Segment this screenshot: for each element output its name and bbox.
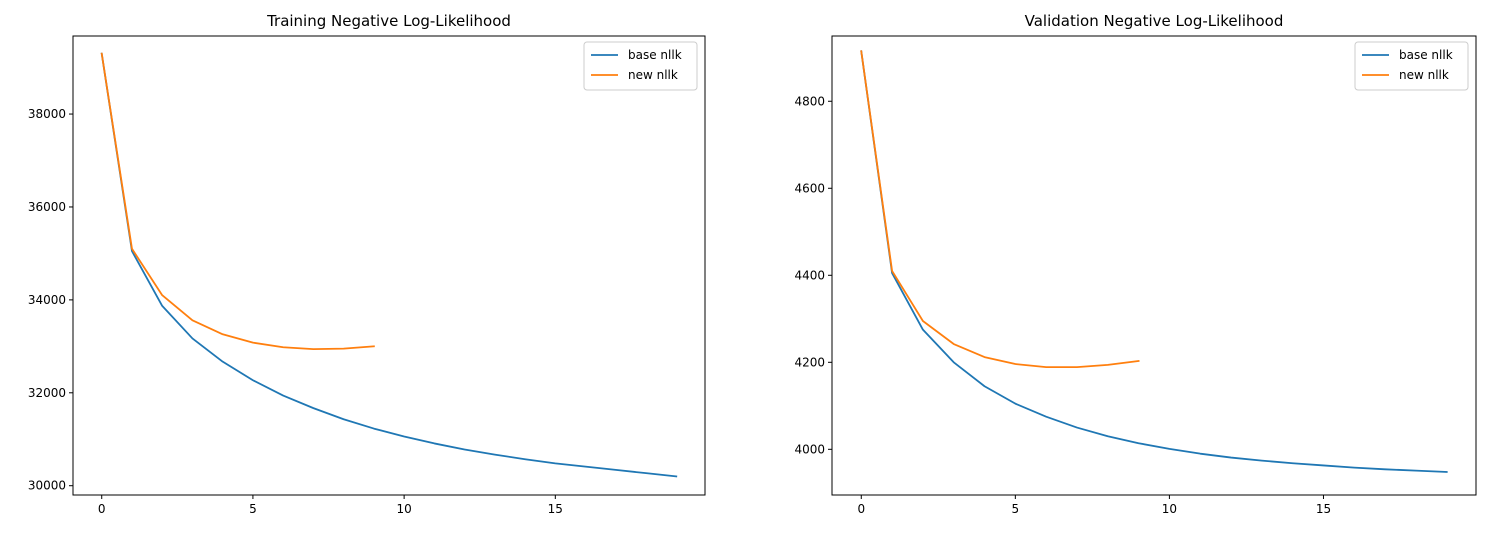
- legend-box: [583, 41, 698, 91]
- series-line-new-nllk: [100, 52, 375, 351]
- series-line-base-nllk: [100, 52, 678, 478]
- legend-label: base nllk: [1399, 48, 1453, 62]
- legend-label: base nllk: [628, 48, 682, 62]
- chart-title: Training Negative Log-Likelihood: [266, 12, 511, 30]
- y-tick-label: 36000: [28, 200, 66, 214]
- chart-1: Training Negative Log-Likelihood 0 5 10 15 30…: [28, 12, 706, 516]
- chart-title: Validation Negative Log-Likelihood: [1025, 12, 1284, 30]
- x-tick-label: 15: [1316, 502, 1331, 516]
- x-tick-label: 10: [1162, 502, 1177, 516]
- plot-frame: [831, 35, 1477, 496]
- series-line-new-nllk: [860, 50, 1140, 368]
- legend-label: new nllk: [628, 68, 678, 82]
- plot-frame: [72, 35, 706, 496]
- y-tick-label: 4400: [794, 268, 825, 282]
- y-tick-label: 32000: [28, 386, 66, 400]
- x-tick-label: 10: [396, 502, 411, 516]
- legend: base nllk new nllk: [1354, 41, 1469, 91]
- series-line-base-nllk: [860, 50, 1448, 473]
- y-tick-label: 30000: [28, 479, 66, 493]
- x-tick-label: 0: [98, 502, 106, 516]
- y-tick-label: 4000: [794, 442, 825, 456]
- legend-box: [1354, 41, 1469, 91]
- x-tick-label: 15: [548, 502, 563, 516]
- y-tick-label: 4800: [794, 94, 825, 108]
- y-tick-label: 38000: [28, 107, 66, 121]
- x-tick-label: 0: [857, 502, 865, 516]
- x-tick-label: 5: [249, 502, 257, 516]
- chart-2: Validation Negative Log-Likelihood 0 5 10 15…: [794, 12, 1477, 516]
- legend-label: new nllk: [1399, 68, 1449, 82]
- y-tick-label: 4600: [794, 181, 825, 195]
- y-tick-label: 4200: [794, 355, 825, 369]
- y-tick-label: 34000: [28, 293, 66, 307]
- legend: base nllk new nllk: [583, 41, 698, 91]
- x-tick-label: 5: [1012, 502, 1020, 516]
